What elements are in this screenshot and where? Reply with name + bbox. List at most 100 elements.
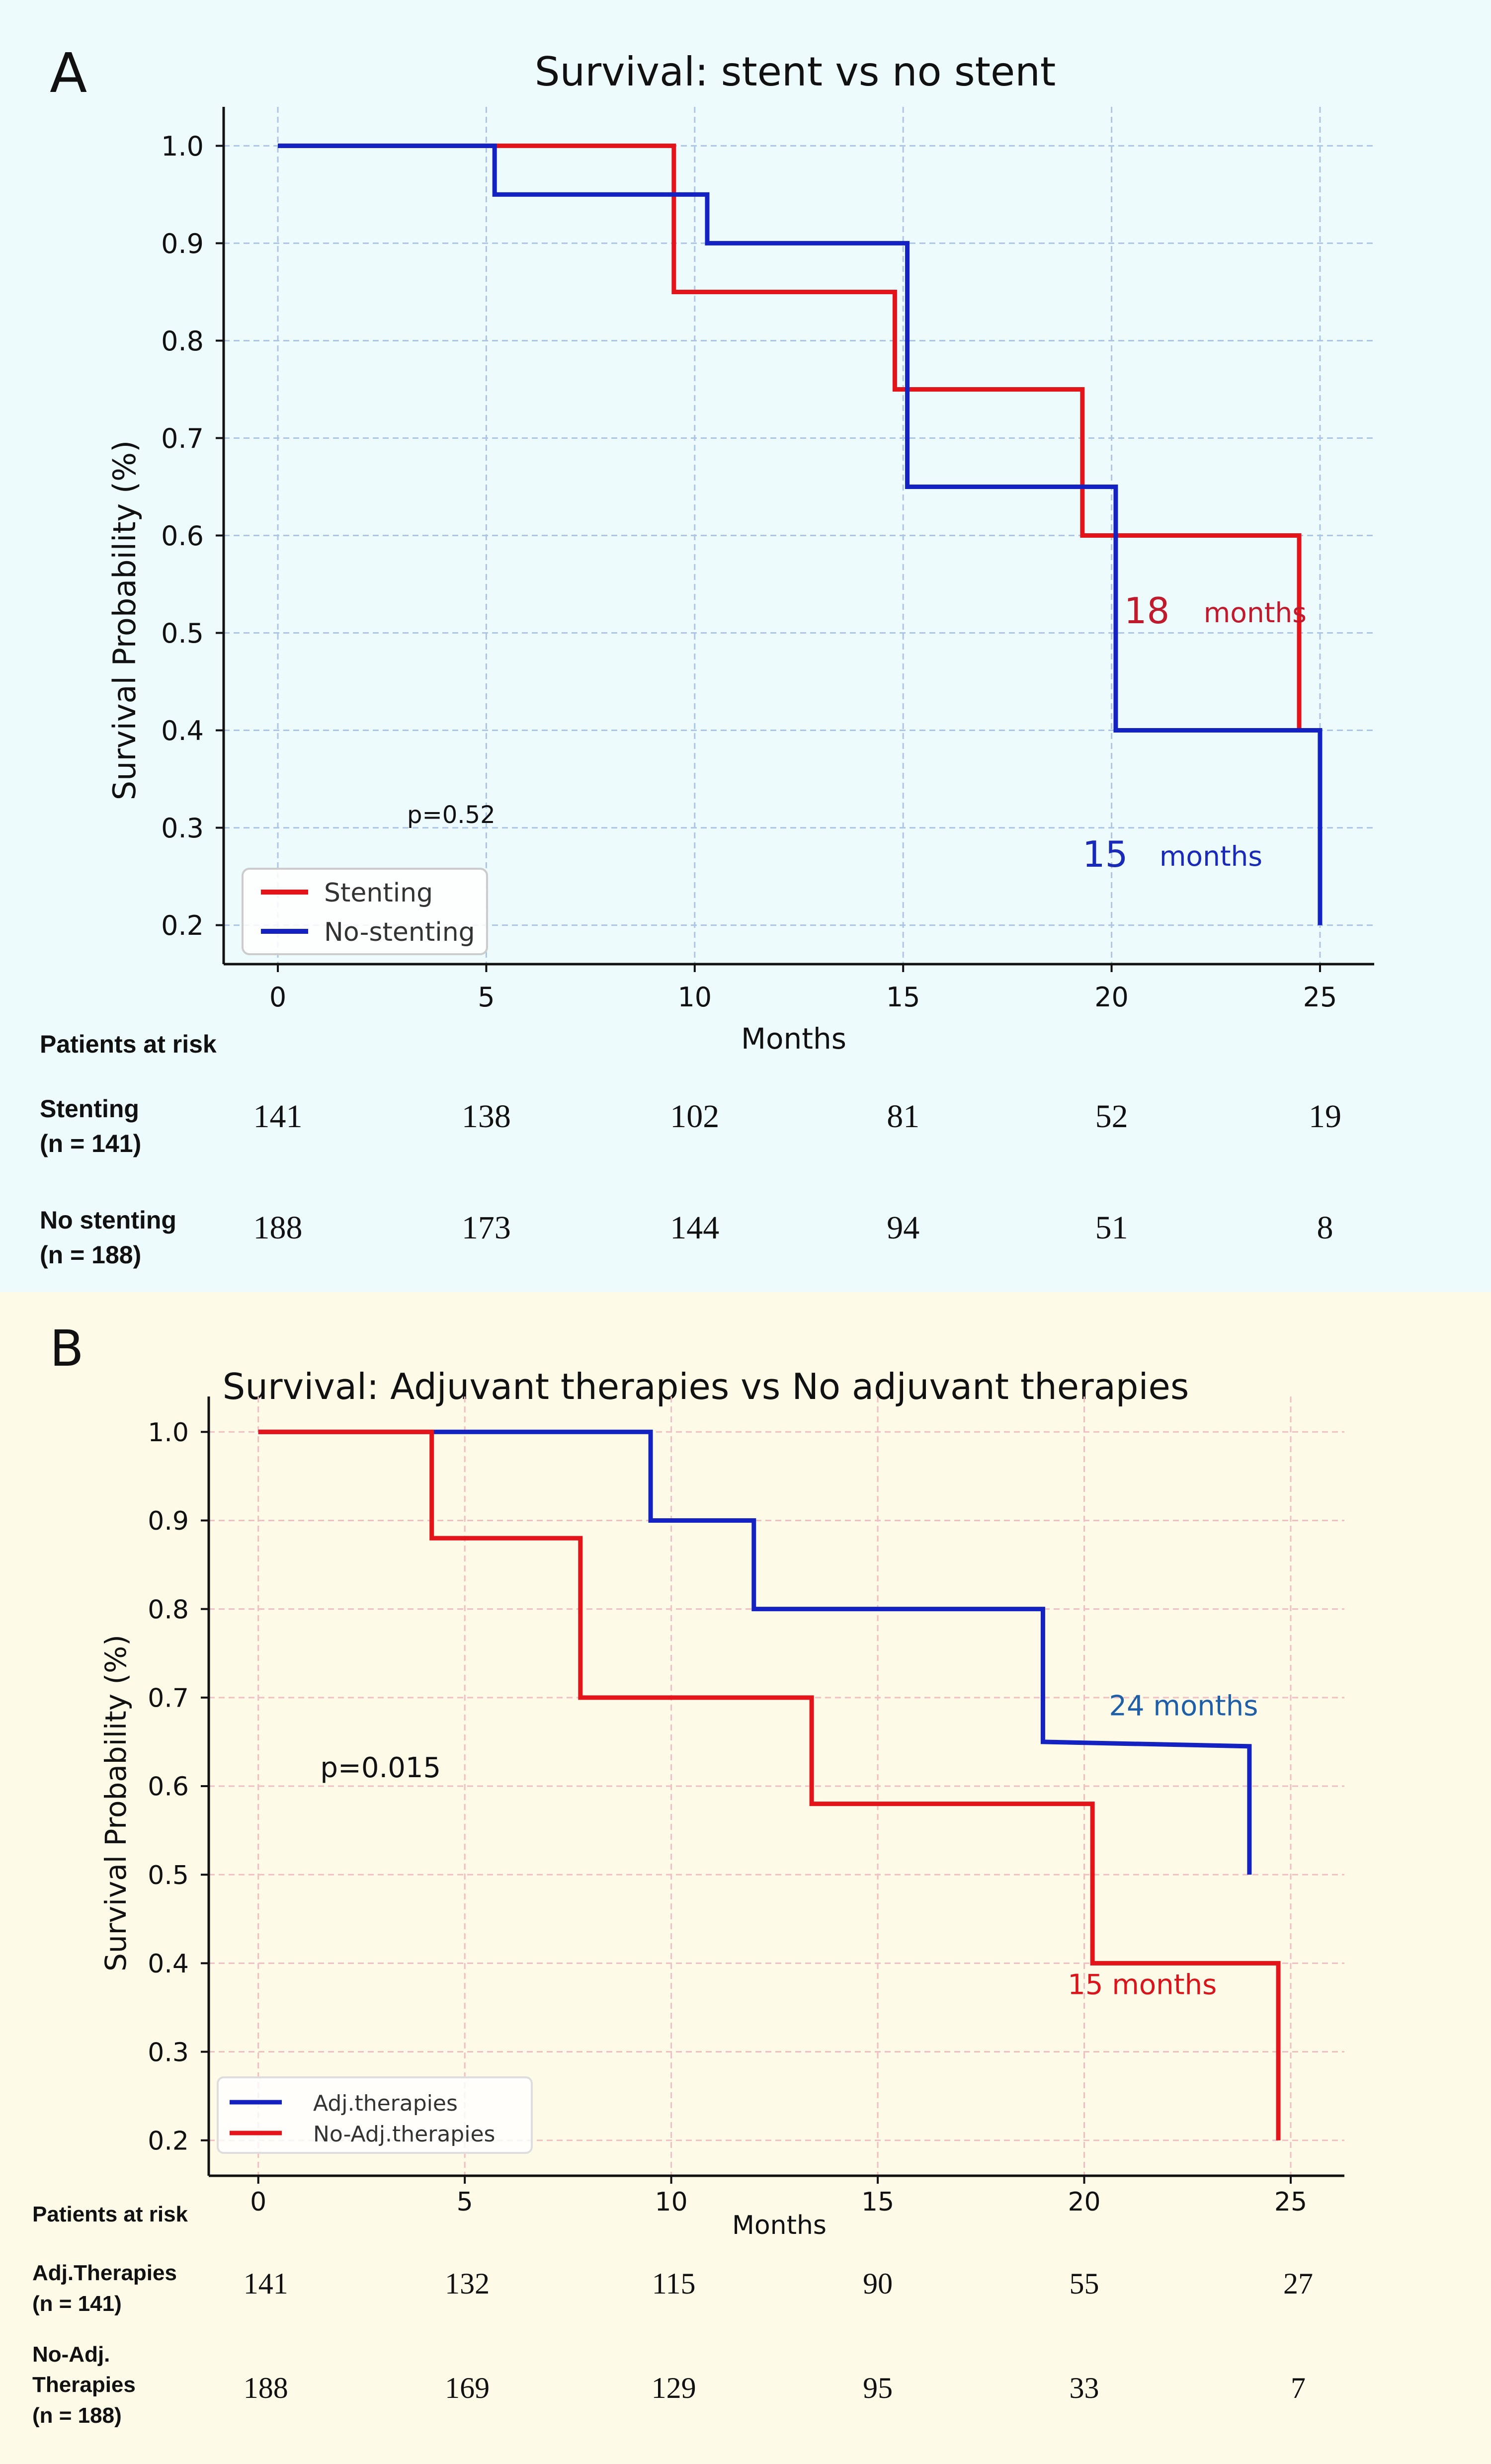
risk-value: 188 <box>253 1210 303 1246</box>
x-tick-label: 15 <box>886 982 920 1013</box>
risk-table: Patients at risk Stenting (n = 141) No s… <box>40 1030 1341 1269</box>
risk-value: 52 <box>1095 1098 1128 1135</box>
legend-label-adj: Adj.therapies <box>313 2091 458 2116</box>
x-tick-label: 10 <box>655 2187 688 2217</box>
median-label-no-stenting: months <box>1160 840 1262 872</box>
risk-value: 95 <box>863 2372 893 2404</box>
risk-value: 51 <box>1095 1210 1128 1246</box>
risk-value: 27 <box>1283 2267 1313 2300</box>
y-tick-label: 0.7 <box>161 423 204 454</box>
risk-value: 141 <box>253 1098 303 1135</box>
y-tick-label: 0.8 <box>148 1595 189 1625</box>
y-tick-label: 0.9 <box>148 1506 189 1536</box>
risk-row-label: (n = 188) <box>32 2403 122 2428</box>
survival-chart-b: B Survival: Adjuvant therapies vs No adj… <box>0 1292 1491 2464</box>
x-tick-label: 20 <box>1068 2187 1100 2217</box>
legend-label-no-stenting: No-stenting <box>324 917 475 947</box>
series-line <box>258 1429 1252 1875</box>
survival-chart-a: A Survival: stent vs no stent 0 5 10 15 20 25… <box>0 0 1491 1292</box>
risk-row-label: No-Adj. <box>32 2342 110 2367</box>
tick-labels: 0 5 10 15 20 25 0.2 0.3 0.4 0.5 0.6 0.7 0.8 0.9 1.0 <box>148 1418 1307 2217</box>
panel-letter: A <box>50 41 87 105</box>
risk-value: 90 <box>863 2267 893 2300</box>
risk-row-label: Adj.Therapies <box>32 2261 177 2285</box>
median-label-no-adj: 15 months <box>1068 1969 1217 2001</box>
y-axis-label: Survival Probability (%) <box>99 1635 133 1971</box>
x-tick-label: 0 <box>269 982 286 1013</box>
annotations: p=0.52 18 months 15 months <box>407 590 1307 875</box>
risk-value: 94 <box>887 1210 919 1246</box>
legend-label-no-adj: No-Adj.therapies <box>313 2122 495 2147</box>
risk-value: 141 <box>244 2267 288 2300</box>
risk-value: 55 <box>1070 2267 1099 2300</box>
y-tick-label: 0.4 <box>148 1949 189 1979</box>
risk-value: 33 <box>1070 2372 1099 2404</box>
y-tick-label: 0.5 <box>161 618 204 649</box>
panel-letter: B <box>50 1319 84 1378</box>
annotations: p=0.015 24 months 15 months <box>320 1690 1258 2001</box>
y-tick-label: 0.9 <box>161 228 204 259</box>
risk-value: 102 <box>670 1098 719 1135</box>
risk-value: 132 <box>445 2267 490 2300</box>
risk-value: 144 <box>670 1210 719 1246</box>
y-tick-label: 1.0 <box>161 131 204 162</box>
x-tick-label: 25 <box>1274 2187 1307 2217</box>
risk-value: 173 <box>462 1210 511 1246</box>
series-line <box>258 1429 1281 2140</box>
y-tick-label: 0.3 <box>161 813 204 844</box>
x-tick-label: 10 <box>677 982 712 1013</box>
y-tick-label: 0.6 <box>161 520 204 552</box>
axes <box>201 1396 1344 2184</box>
risk-value: 138 <box>462 1098 511 1135</box>
panel-background <box>0 0 1491 1292</box>
median-number-no-stenting: 15 <box>1082 833 1128 875</box>
risk-row-label: Stenting <box>40 1095 139 1123</box>
legend-label-stenting: Stenting <box>324 878 433 908</box>
risk-table: Patients at risk Adj.Therapies (n = 141)… <box>32 2202 1313 2428</box>
risk-row-label: No stenting <box>40 1206 176 1234</box>
risk-row-label: Therapies <box>32 2373 136 2397</box>
risk-value: 8 <box>1317 1210 1333 1246</box>
x-axis-label: Months <box>732 2211 827 2240</box>
legend: Adj.therapies No-Adj.therapies <box>217 2076 533 2154</box>
legend-box <box>217 2076 533 2154</box>
risk-table-header: Patients at risk <box>32 2202 188 2226</box>
median-label-stenting: months <box>1204 597 1307 629</box>
x-axis-label: Months <box>741 1022 846 1056</box>
risk-values: 141 132 115 90 55 27 188 169 129 95 33 7 <box>244 2267 1313 2404</box>
x-tick-label: 15 <box>861 2187 894 2217</box>
risk-row-label: (n = 141) <box>40 1130 141 1157</box>
x-tick-label: 5 <box>457 2187 473 2217</box>
x-tick-label: 25 <box>1303 982 1337 1013</box>
y-tick-label: 0.4 <box>161 715 204 746</box>
series-group <box>258 1429 1281 2140</box>
risk-value: 7 <box>1291 2372 1306 2404</box>
panel-a: A Survival: stent vs no stent 0 5 10 15 20 25… <box>0 0 1491 1292</box>
legend: Stenting No-stenting <box>242 868 488 955</box>
axes <box>216 107 1374 972</box>
risk-row-label: (n = 188) <box>40 1241 141 1269</box>
y-tick-label: 0.5 <box>148 1861 189 1890</box>
tick-labels: 0 5 10 15 20 25 0.2 0.3 0.4 0.5 0.6 0.7 0.8 0.9 1.0 <box>161 131 1337 1013</box>
y-tick-label: 0.6 <box>148 1772 189 1802</box>
panel-background <box>0 1292 1491 2464</box>
y-tick-label: 0.2 <box>148 2126 189 2156</box>
x-tick-label: 0 <box>250 2187 266 2217</box>
x-tick-label: 5 <box>478 982 495 1013</box>
risk-value: 169 <box>445 2372 490 2404</box>
p-value-annotation: p=0.015 <box>320 1752 441 1784</box>
series-line <box>278 143 1323 925</box>
risk-value: 129 <box>652 2372 696 2404</box>
y-axis-label: Survival Probability (%) <box>106 440 143 800</box>
risk-value: 188 <box>244 2372 288 2404</box>
risk-value: 81 <box>887 1098 919 1135</box>
grid <box>209 1396 1344 2176</box>
risk-values: 141 138 102 81 52 19 188 173 144 94 51 8 <box>253 1098 1341 1246</box>
y-tick-label: 0.3 <box>148 2038 189 2067</box>
risk-value: 115 <box>652 2267 696 2300</box>
y-tick-label: 0.2 <box>161 910 204 941</box>
y-tick-label: 0.8 <box>161 326 204 357</box>
y-tick-label: 1.0 <box>148 1418 189 1448</box>
panel-b: B Survival: Adjuvant therapies vs No adj… <box>0 1292 1491 2464</box>
risk-value: 19 <box>1309 1098 1341 1135</box>
